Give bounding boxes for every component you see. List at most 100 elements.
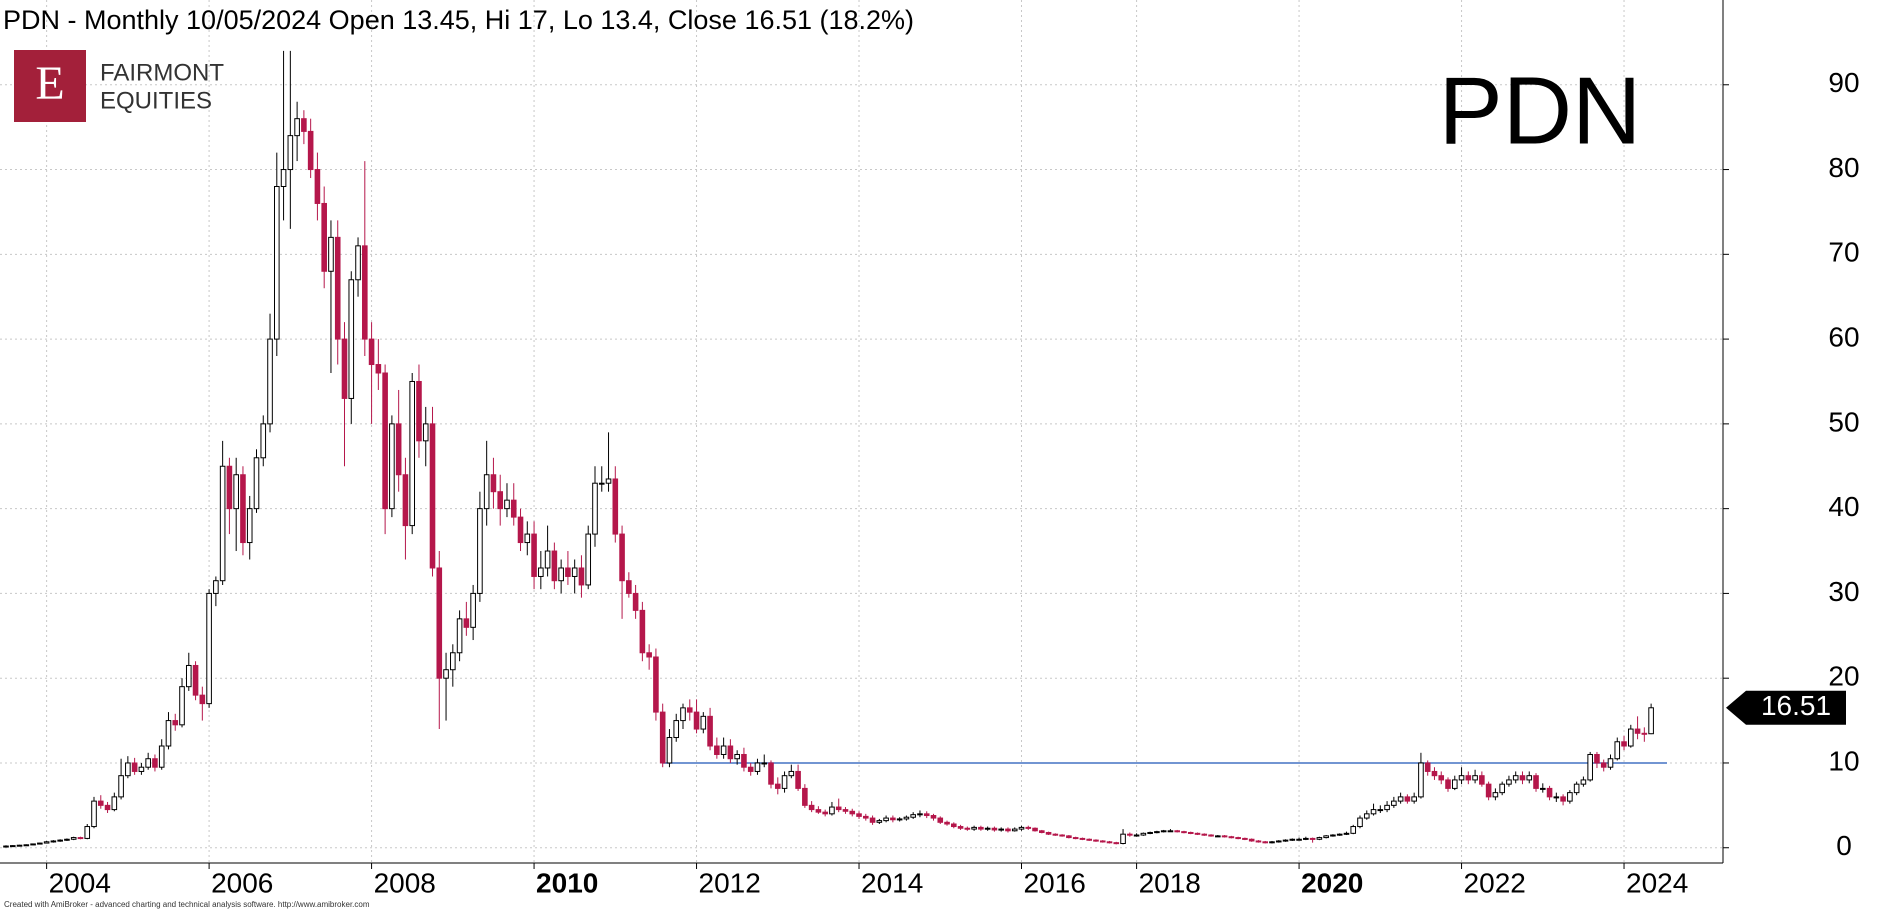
candle-body — [1384, 804, 1390, 811]
candle-body — [50, 840, 57, 843]
candle-body — [362, 245, 368, 340]
candle-body — [206, 592, 212, 705]
candle-body — [1418, 762, 1424, 798]
candle-body — [477, 508, 483, 594]
candle-body — [253, 457, 260, 510]
candle-body — [680, 707, 686, 722]
candle-body — [314, 169, 321, 204]
candle-body — [903, 816, 910, 820]
footer: Created with AmiBroker - advanced charti… — [4, 900, 370, 909]
candle-body — [179, 686, 185, 726]
candle-body — [1343, 832, 1350, 835]
candle-body — [1221, 835, 1228, 838]
candle-body — [1289, 838, 1296, 841]
candle-body — [375, 364, 382, 374]
candle-body — [1079, 837, 1086, 840]
candle-body — [1350, 826, 1357, 834]
candle-body — [991, 827, 998, 831]
candle-body — [639, 609, 646, 654]
candle-body — [923, 813, 930, 817]
candle-body — [226, 465, 233, 510]
candle-body — [307, 130, 314, 171]
candle-body — [280, 169, 287, 188]
x-tick-label: 2010 — [536, 867, 598, 898]
candle-body — [842, 809, 849, 812]
candle-body — [849, 810, 856, 815]
candle-body — [1194, 832, 1201, 835]
candle-body — [1255, 840, 1262, 843]
candle-body — [1472, 775, 1478, 781]
candle-body — [1106, 841, 1113, 844]
y-tick-label: 30 — [1828, 576, 1859, 607]
candle-body — [659, 711, 666, 764]
candle-body — [754, 762, 761, 772]
candle-body — [341, 338, 348, 399]
candle-body — [1587, 753, 1593, 781]
candle-body — [1641, 732, 1648, 735]
candle-body — [152, 758, 158, 768]
candle-body — [632, 592, 639, 611]
candle-body — [456, 618, 463, 654]
candle-body — [686, 707, 693, 713]
candle-body — [1634, 728, 1641, 734]
candle-body — [598, 482, 605, 485]
y-tick-label: 80 — [1828, 152, 1859, 183]
candle-body — [402, 474, 409, 527]
candle-body — [1282, 839, 1289, 842]
candle-body — [1215, 835, 1221, 838]
candle-body — [422, 423, 429, 442]
y-tick-label: 60 — [1828, 321, 1859, 352]
candle-body — [1512, 775, 1519, 781]
candle-body — [1648, 707, 1654, 735]
candle-body — [1133, 834, 1140, 837]
candle-body — [741, 753, 747, 768]
y-tick-label: 70 — [1828, 237, 1859, 268]
candle-body — [9, 845, 16, 848]
candle-body — [1499, 783, 1505, 794]
candle-body — [517, 516, 524, 544]
candle-body — [747, 766, 754, 772]
candle-body — [524, 533, 531, 544]
x-tick-label: 2022 — [1464, 867, 1526, 898]
candle-body — [802, 787, 808, 806]
candle-body — [389, 423, 395, 510]
candle-body — [1052, 833, 1059, 836]
candle-body — [1154, 831, 1160, 834]
candle-body — [951, 823, 957, 828]
candle-body — [1127, 833, 1133, 836]
candle-body — [808, 804, 815, 811]
x-tick-label: 2020 — [1301, 867, 1363, 898]
candle-body — [382, 372, 388, 510]
candle-body — [409, 380, 415, 527]
candle-body — [1093, 839, 1099, 842]
candle-body — [497, 491, 504, 510]
candle-body — [395, 423, 402, 476]
candle-body — [619, 533, 625, 582]
logo-mark-box — [14, 50, 86, 122]
candle-body — [510, 499, 517, 518]
candle-body — [896, 818, 903, 821]
x-tick-label: 2018 — [1139, 867, 1201, 898]
candle-body — [714, 745, 720, 755]
candle-body — [1560, 796, 1566, 802]
candle-body — [240, 474, 246, 544]
candle-body — [274, 186, 280, 340]
candle-body — [876, 820, 883, 823]
candle-body — [571, 567, 578, 577]
candle-body — [1018, 826, 1025, 830]
candle-body — [1451, 779, 1458, 789]
candle-body — [1485, 783, 1492, 798]
candle-body — [368, 338, 375, 366]
candle-body — [450, 652, 456, 671]
candle-body — [91, 800, 97, 828]
candle-body — [957, 826, 964, 829]
candle-body — [334, 236, 341, 340]
candle-body — [138, 766, 145, 772]
candle-body — [64, 838, 70, 841]
candle-body — [287, 135, 294, 171]
candle-body — [1201, 833, 1208, 836]
candle-body — [910, 814, 916, 818]
y-tick-label: 90 — [1828, 67, 1859, 98]
candle-body — [125, 762, 131, 777]
candle-body — [558, 567, 564, 582]
